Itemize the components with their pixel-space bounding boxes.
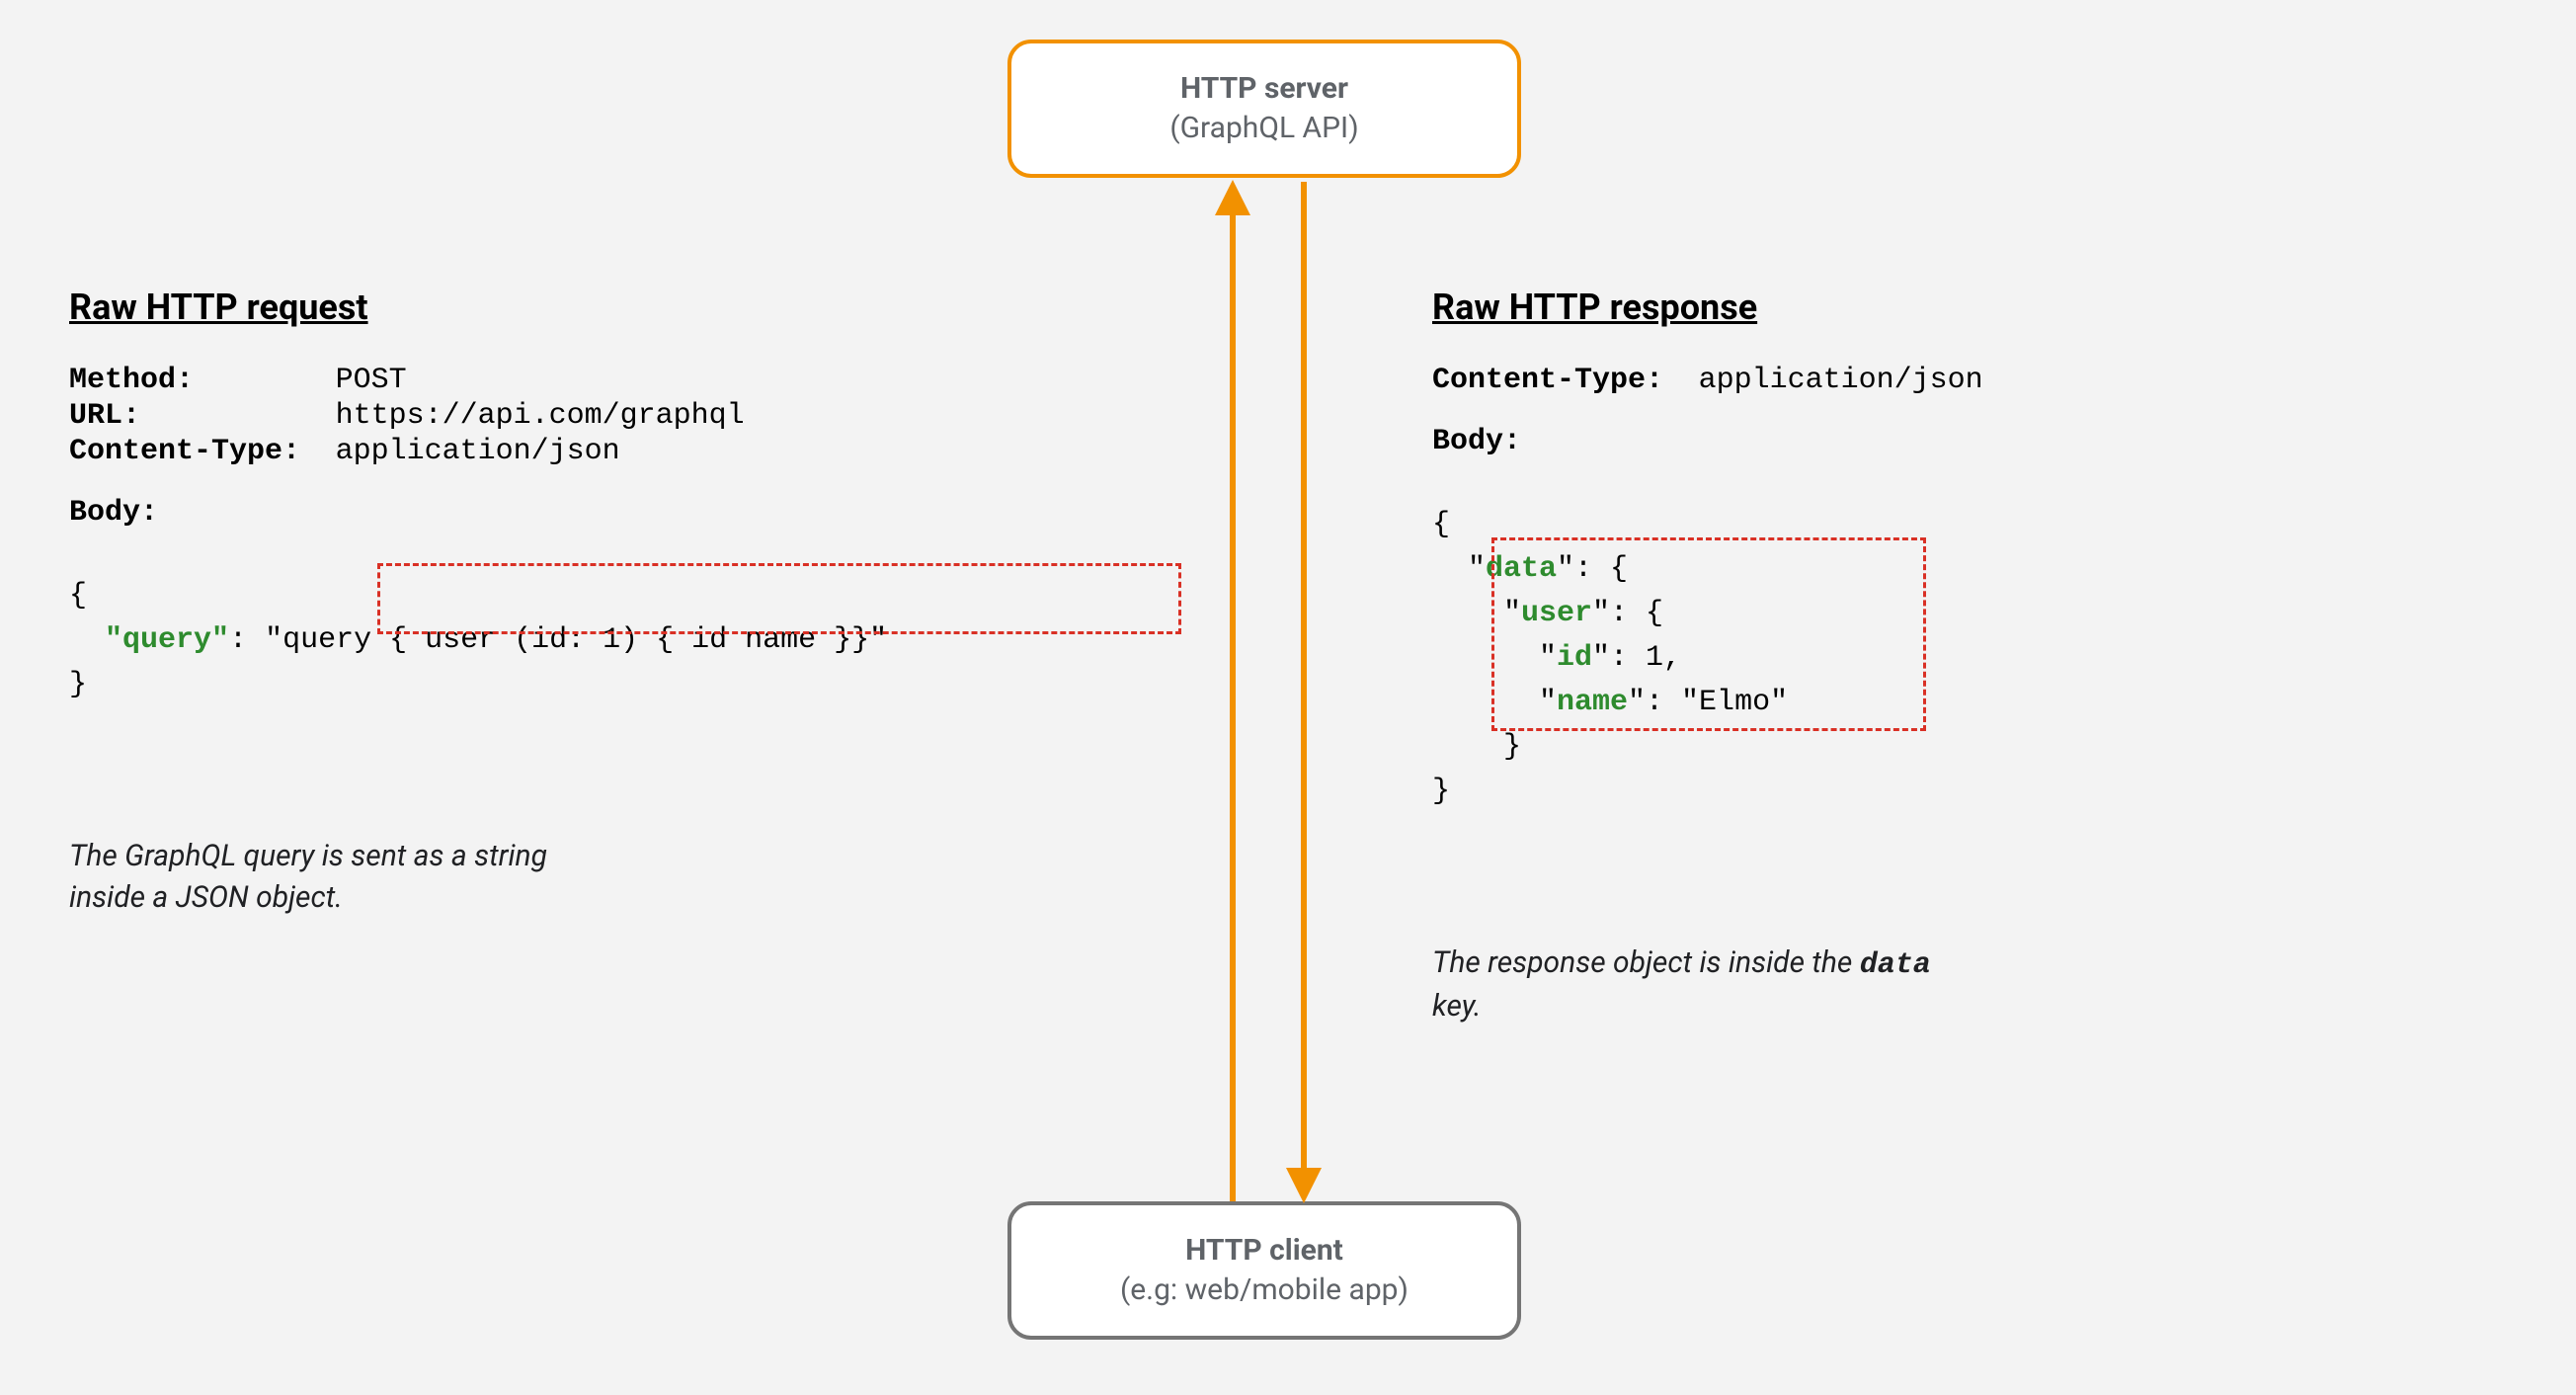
client-subtitle: (e.g: web/mobile app) xyxy=(1120,1271,1409,1311)
req-body-open: { xyxy=(69,579,87,613)
client-title: HTTP client xyxy=(1185,1231,1343,1272)
request-caption: The GraphQL query is sent as a string in… xyxy=(69,836,1156,919)
request-caption-line2: inside a JSON object. xyxy=(69,880,343,915)
server-title: HTTP server xyxy=(1180,69,1348,110)
request-url-label: URL: xyxy=(69,399,326,433)
response-body-code: { "data": { "user": { "id": 1, "name": "… xyxy=(1432,458,2469,903)
request-section: Raw HTTP request Method: POST URL: https… xyxy=(69,287,1156,919)
client-node: HTTP client (e.g: web/mobile app) xyxy=(1007,1201,1521,1340)
req-body-colon: : xyxy=(229,623,265,657)
server-node: HTTP server (GraphQL API) xyxy=(1007,40,1521,178)
request-body-code: { "query": "query { user (id: 1) { id na… xyxy=(69,530,1156,796)
request-ct-value: application/json xyxy=(336,435,620,468)
response-caption: The response object is inside the data k… xyxy=(1432,943,2469,1027)
request-heading: Raw HTTP request xyxy=(69,287,1156,328)
resp-key-name: name xyxy=(1557,686,1628,719)
request-url-value: https://api.com/graphql xyxy=(336,399,745,433)
server-subtitle: (GraphQL API) xyxy=(1169,109,1358,149)
request-ct-label: Content-Type: xyxy=(69,435,326,468)
response-ct-value: application/json xyxy=(1699,364,1983,397)
resp-key-user: user xyxy=(1521,597,1592,630)
req-body-key: "query" xyxy=(105,623,229,657)
request-body-label: Body: xyxy=(69,496,1156,530)
response-section: Raw HTTP response Content-Type: applicat… xyxy=(1432,287,2469,1027)
resp-key-id: id xyxy=(1557,641,1592,675)
response-heading: Raw HTTP response xyxy=(1432,287,2469,328)
request-method-value: POST xyxy=(336,364,407,397)
resp-key-data: data xyxy=(1486,552,1557,586)
response-caption-prefix: The response object is inside the xyxy=(1432,945,1860,980)
response-caption-bold: data xyxy=(1860,948,1931,982)
req-body-value: "query { user (id: 1) { id name }}" xyxy=(265,623,887,657)
request-caption-line1: The GraphQL query is sent as a string xyxy=(69,839,547,873)
response-caption-line2: key. xyxy=(1432,989,1482,1024)
request-method-label: Method: xyxy=(69,364,326,397)
req-body-close: } xyxy=(69,668,87,701)
response-body-label: Body: xyxy=(1432,425,2469,458)
response-ct-label: Content-Type: xyxy=(1432,364,1689,397)
